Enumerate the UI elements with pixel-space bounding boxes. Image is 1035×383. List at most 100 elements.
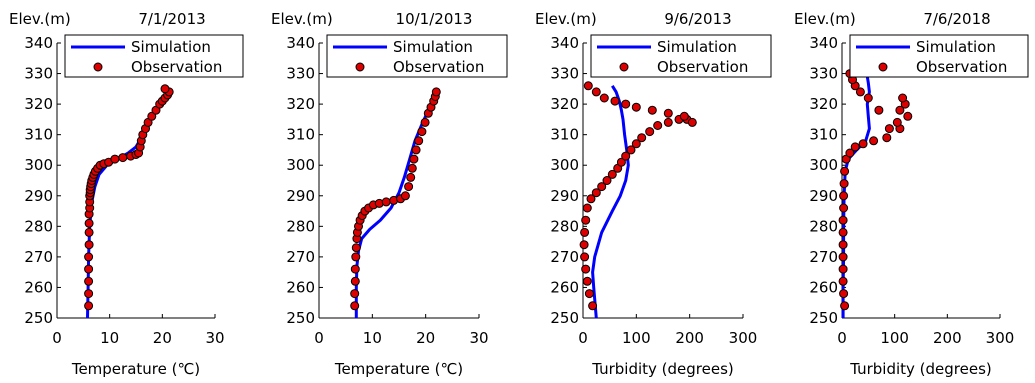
data-point-observation [863,93,873,103]
x-tick-label: 0 [837,329,847,347]
data-point-observation [581,215,591,225]
y-axis-label: Elev.(m) [9,10,71,28]
x-tick-label: 30 [205,329,224,347]
data-point-observation [838,252,848,262]
data-point-observation [84,289,94,299]
y-axis-label: Elev.(m) [535,10,597,28]
data-point-observation [616,157,626,167]
data-point-observation [591,87,601,97]
data-point-observation [350,289,360,299]
data-point-observation [582,276,592,286]
data-point-observation [84,240,94,250]
data-point-observation [400,191,410,201]
y-tick-label: 320 [286,95,315,113]
data-point-observation [583,81,593,91]
y-tick-label: 300 [809,156,838,174]
x-axis-label: Turbidity (degrees) [591,360,734,378]
x-axis-label: Turbidity (degrees) [849,360,992,378]
y-tick-label: 310 [550,126,579,144]
data-point-observation [404,182,414,192]
data-point-observation [351,252,361,262]
data-point-observation [637,133,647,143]
chart-title: 7/1/2013 [138,10,205,28]
y-tick-label: 280 [286,217,315,235]
data-point-observation [579,240,589,250]
data-point-observation [599,93,609,103]
data-point-observation [845,148,855,158]
data-point-observation [839,191,849,201]
y-tick-label: 280 [550,217,579,235]
x-tick-label: 0 [578,329,588,347]
x-tick-label: 100 [880,329,909,347]
legend-label-observation: Observation [657,58,748,76]
data-point-observation [350,264,360,274]
x-tick-label: 0 [52,329,62,347]
y-tick-label: 330 [550,65,579,83]
legend-label-observation: Observation [916,58,1007,76]
data-point-observation [409,154,419,164]
x-tick-label: 30 [469,329,488,347]
y-tick-label: 340 [24,34,53,52]
data-point-observation [679,111,689,121]
chart-title: 9/6/2013 [664,10,731,28]
data-point-observation [626,145,636,155]
data-point-observation [411,145,421,155]
data-point-observation [431,87,441,97]
data-point-observation [351,243,361,253]
y-tick-label: 290 [24,187,53,205]
y-tick-label: 260 [809,278,838,296]
y-tick-label: 310 [24,126,53,144]
y-tick-label: 280 [24,217,53,235]
data-point-observation [840,301,850,311]
data-point-observation [84,227,94,237]
y-tick-label: 290 [809,187,838,205]
y-tick-label: 310 [286,126,315,144]
x-tick-label: 300 [986,329,1015,347]
legend-swatch-observation [878,62,888,72]
data-point-observation [839,203,849,213]
data-point-observation [381,197,391,207]
data-point-observation [420,117,430,127]
legend-swatch-observation [619,62,629,72]
chart-title: 10/1/2013 [396,10,473,28]
data-point-observation [898,93,908,103]
y-tick-label: 320 [24,95,53,113]
data-point-observation [582,203,592,213]
y-tick-label: 340 [286,34,315,52]
data-point-observation [84,252,94,262]
data-point-observation [687,117,697,127]
y-tick-label: 260 [550,278,579,296]
data-point-observation [160,84,170,94]
data-point-observation [588,301,598,311]
data-point-observation [84,264,94,274]
y-tick-label: 330 [809,65,838,83]
series-line-simulation [591,85,630,319]
data-point-observation [839,179,849,189]
data-point-observation [584,289,594,299]
legend-label-simulation: Simulation [393,38,473,56]
data-point-observation [838,276,848,286]
data-point-observation [855,87,865,97]
x-tick-label: 0 [314,329,324,347]
data-point-observation [581,264,591,274]
x-tick-label: 200 [675,329,704,347]
x-tick-label: 10 [363,329,382,347]
legend-label-observation: Observation [393,58,484,76]
y-tick-label: 250 [550,309,579,327]
data-point-observation [850,142,860,152]
data-point-observation [84,301,94,311]
chart-panel-4: 250 260 270 280 290 300 310 320 330 340 0 100 200 300… [794,10,1029,378]
y-tick-label: 330 [24,65,53,83]
y-tick-label: 320 [809,95,838,113]
data-point-observation [858,139,868,149]
y-tick-label: 340 [809,34,838,52]
y-tick-label: 270 [809,248,838,266]
data-point-observation [838,264,848,274]
x-tick-label: 10 [100,329,119,347]
data-point-observation [118,153,128,163]
data-point-observation [631,139,641,149]
y-tick-label: 270 [24,248,53,266]
data-point-observation [417,127,427,137]
x-tick-label: 20 [416,329,435,347]
data-point-observation [84,218,94,228]
